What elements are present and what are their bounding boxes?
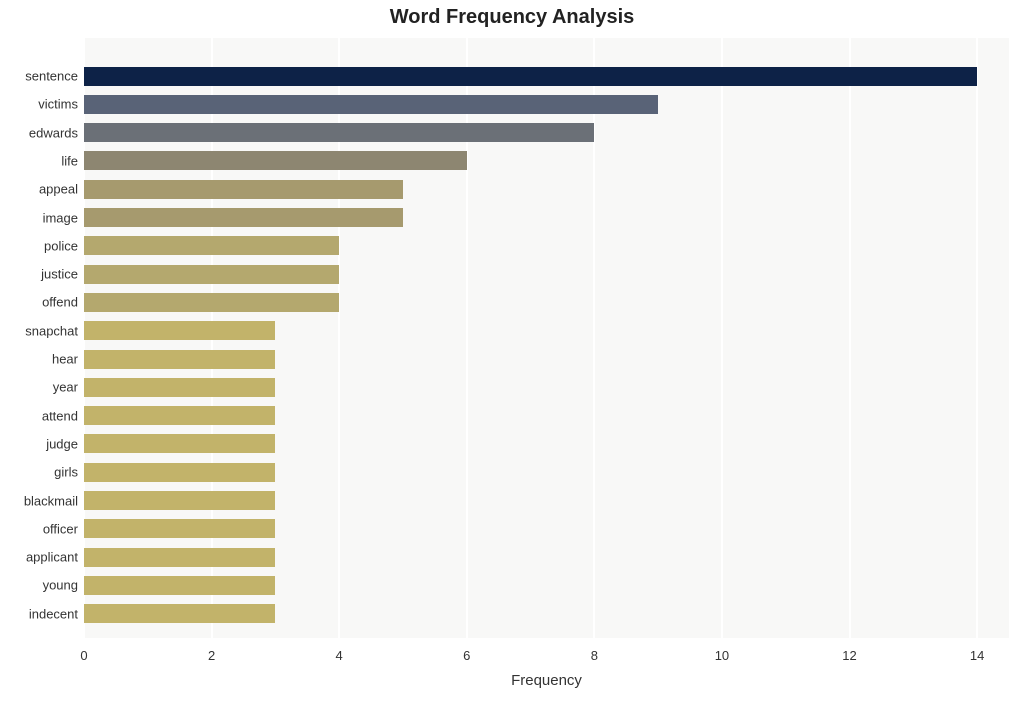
- bar: [84, 180, 403, 199]
- x-tick-label: 6: [463, 648, 470, 663]
- plot-area: [84, 38, 1009, 638]
- x-tick-label: 12: [842, 648, 856, 663]
- bar: [84, 463, 275, 482]
- y-tick-label: year: [0, 380, 78, 395]
- bar: [84, 548, 275, 567]
- y-tick-label: blackmail: [0, 493, 78, 508]
- y-tick-label: offend: [0, 295, 78, 310]
- y-tick-label: applicant: [0, 550, 78, 565]
- y-tick-label: justice: [0, 267, 78, 282]
- bar: [84, 321, 275, 340]
- bar: [84, 519, 275, 538]
- bar: [84, 378, 275, 397]
- y-tick-label: police: [0, 238, 78, 253]
- x-tick-label: 4: [336, 648, 343, 663]
- x-tick-label: 2: [208, 648, 215, 663]
- x-tick-label: 0: [80, 648, 87, 663]
- bar: [84, 95, 658, 114]
- y-tick-label: life: [0, 153, 78, 168]
- x-axis-tick-labels: 02468101214: [84, 648, 1009, 668]
- y-tick-label: judge: [0, 436, 78, 451]
- y-tick-label: victims: [0, 97, 78, 112]
- x-tick-label: 8: [591, 648, 598, 663]
- y-tick-label: snapchat: [0, 323, 78, 338]
- gridline: [721, 38, 723, 638]
- y-tick-label: sentence: [0, 69, 78, 84]
- x-axis-label: Frequency: [84, 672, 1009, 689]
- bar: [84, 604, 275, 623]
- y-tick-label: hear: [0, 352, 78, 367]
- y-tick-label: indecent: [0, 606, 78, 621]
- bar: [84, 236, 339, 255]
- x-tick-label: 14: [970, 648, 984, 663]
- y-tick-label: appeal: [0, 182, 78, 197]
- bar: [84, 265, 339, 284]
- bar: [84, 151, 467, 170]
- bar: [84, 350, 275, 369]
- y-axis-labels: sentence victims edwards life appeal image pol…: [0, 38, 84, 638]
- bar: [84, 576, 275, 595]
- y-tick-label: image: [0, 210, 78, 225]
- y-tick-label: girls: [0, 465, 78, 480]
- bar: [84, 123, 594, 142]
- gridline: [849, 38, 851, 638]
- x-tick-label: 10: [715, 648, 729, 663]
- bar: [84, 491, 275, 510]
- bar: [84, 208, 403, 227]
- y-tick-label: young: [0, 578, 78, 593]
- bar: [84, 406, 275, 425]
- y-tick-label: edwards: [0, 125, 78, 140]
- bar: [84, 434, 275, 453]
- bar: [84, 67, 977, 86]
- chart-container: Word Frequency Analysis sentence victims e…: [0, 0, 1024, 701]
- y-tick-label: attend: [0, 408, 78, 423]
- bar: [84, 293, 339, 312]
- chart-title: Word Frequency Analysis: [0, 6, 1024, 29]
- gridline: [976, 38, 978, 638]
- y-tick-label: officer: [0, 521, 78, 536]
